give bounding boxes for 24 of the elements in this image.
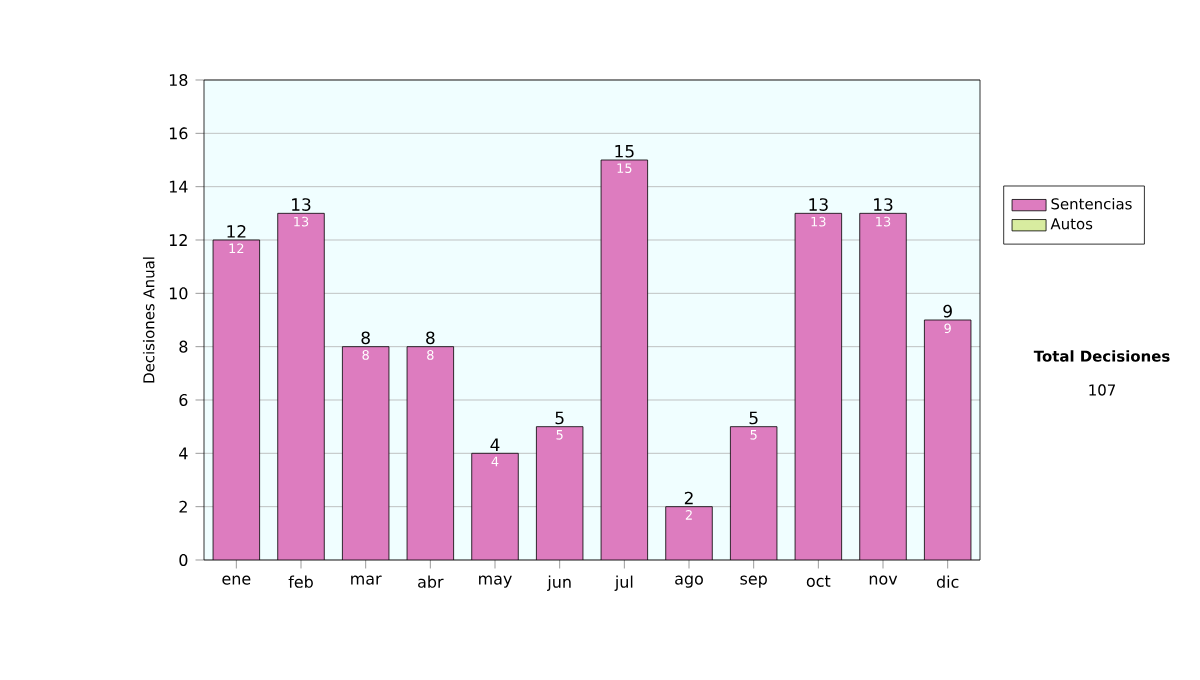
- annotation: 15: [615, 145, 634, 158]
- bar: [730, 426, 777, 560]
- bar: [277, 213, 325, 560]
- bar: [213, 239, 260, 560]
- annotation: 9: [943, 304, 952, 318]
- bar: [407, 346, 454, 560]
- bar: [601, 159, 648, 560]
- annotation: 12: [227, 225, 246, 238]
- annotation: 5: [749, 411, 758, 425]
- annotation: 13: [874, 198, 893, 211]
- annotation: 5: [555, 411, 564, 425]
- annotation: 13: [809, 198, 828, 211]
- bar: [471, 453, 519, 560]
- bar: [859, 213, 907, 560]
- annotation: 8: [426, 331, 435, 345]
- annotation: 2: [684, 491, 693, 505]
- bar: [665, 506, 713, 560]
- annotation: 13: [292, 198, 311, 211]
- annotation: 8: [361, 331, 370, 345]
- bar: [536, 426, 583, 560]
- bar: [924, 319, 972, 560]
- annotation: 4: [490, 438, 500, 451]
- bar: [795, 213, 842, 560]
- bar: [342, 346, 389, 560]
